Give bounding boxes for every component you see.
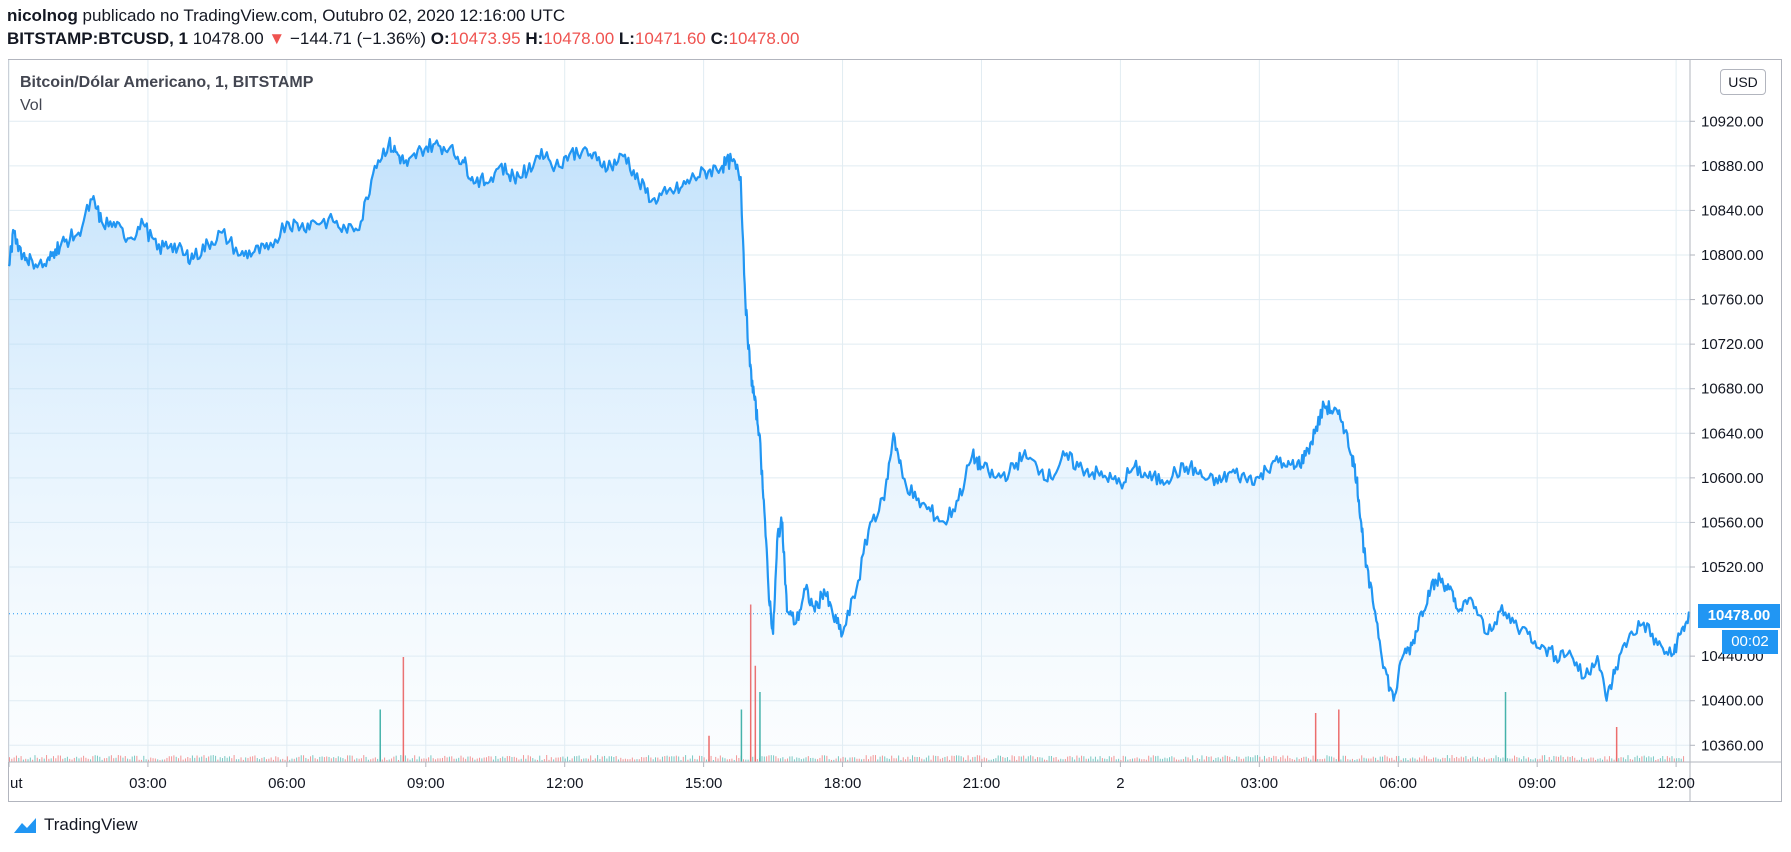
x-tick-label: 2 <box>1116 775 1124 792</box>
last-price-tag: 10478.00 <box>1698 604 1780 628</box>
ohlc-header: BITSTAMP:BTCUSD, 1 10478.00 ▼ −144.71 (−… <box>7 29 799 49</box>
publish-info: nicolnog publicado no TradingView.com, O… <box>7 6 565 26</box>
cloud-icon <box>14 818 36 833</box>
y-tick-label: 10800.00 <box>1701 247 1764 264</box>
high-value: 10478.00 <box>543 29 615 48</box>
y-tick-label: 10880.00 <box>1701 158 1764 175</box>
x-tick-label: 03:00 <box>129 775 167 792</box>
axes <box>9 60 1782 802</box>
y-tick-label: 10760.00 <box>1701 292 1764 309</box>
low-value: 10471.60 <box>634 29 706 48</box>
y-tick-label: 10840.00 <box>1701 202 1764 219</box>
last-price: 10478.00 <box>192 29 264 48</box>
currency-badge[interactable]: USD <box>1720 69 1766 95</box>
symbol-name: BITSTAMP:BTCUSD, 1 <box>7 29 189 48</box>
y-tick-label: 10520.00 <box>1701 559 1764 576</box>
price-change: −144.71 (−1.36%) <box>289 29 427 48</box>
x-tick-label: 06:00 <box>1379 775 1417 792</box>
open-value: 10473.95 <box>449 29 521 48</box>
x-tick-label: 21:00 <box>963 775 1001 792</box>
x-tick-label: 15:00 <box>685 775 723 792</box>
x-tick-label: 12:00 <box>1657 775 1695 792</box>
y-tick-label: 10720.00 <box>1701 336 1764 353</box>
x-tick-label: 06:00 <box>268 775 306 792</box>
y-axis-labels[interactable]: 10360.0010400.0010440.0010520.0010560.00… <box>1690 113 1764 754</box>
high-label: H: <box>525 29 544 48</box>
author-name[interactable]: nicolnog <box>7 6 78 25</box>
legend-title[interactable]: Bitcoin/Dólar Americano, 1, BITSTAMP <box>20 74 314 91</box>
y-tick-label: 10920.00 <box>1701 113 1764 130</box>
price-area <box>7 136 1691 763</box>
x-axis-labels[interactable]: ut 03:00 06:00 09:00 12:00 15:00 18:00 21:00 2 03… <box>8 762 1695 792</box>
y-tick-label: 10400.00 <box>1701 693 1764 710</box>
y-tick-label: 10640.00 <box>1701 425 1764 442</box>
open-label: O: <box>430 29 450 48</box>
area-fill <box>9 137 1690 763</box>
down-arrow-icon: ▼ <box>268 29 286 48</box>
x-tick-label: 09:00 <box>1518 775 1556 792</box>
price-line <box>7 136 1691 702</box>
y-tick-label: 10360.00 <box>1701 737 1764 754</box>
x-tick-label: 18:00 <box>824 775 862 792</box>
countdown-tag: 00:02 <box>1722 630 1778 654</box>
y-tick-label: 10560.00 <box>1701 514 1764 531</box>
y-tick-label: 10600.00 <box>1701 470 1764 487</box>
x-tick-label: ut <box>10 775 23 792</box>
published-text: publicado no TradingView.com, Outubro 02… <box>77 6 566 25</box>
y-tick-label: 10680.00 <box>1701 381 1764 398</box>
legend-volume[interactable]: Vol <box>20 97 43 114</box>
x-tick-label: 09:00 <box>407 775 445 792</box>
low-label: L: <box>618 29 635 48</box>
x-tick-label: 12:00 <box>546 775 584 792</box>
brand-name: TradingView <box>44 815 138 834</box>
close-value: 10478.00 <box>728 29 800 48</box>
tradingview-logo[interactable]: TradingView <box>10 815 138 835</box>
close-label: C: <box>710 29 729 48</box>
x-tick-label: 03:00 <box>1241 775 1279 792</box>
